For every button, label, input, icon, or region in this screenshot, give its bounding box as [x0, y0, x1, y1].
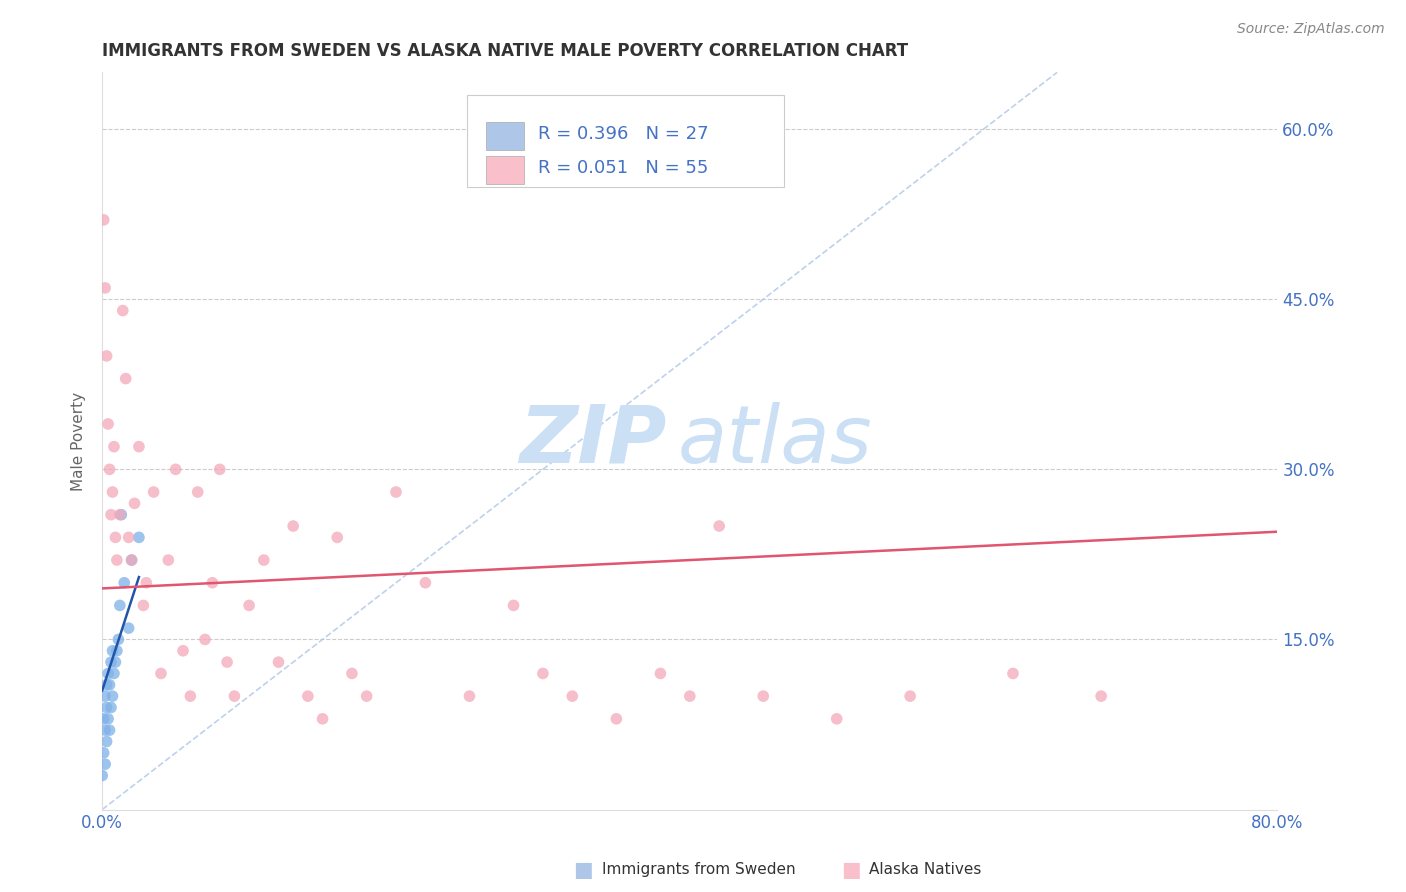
Text: R = 0.051   N = 55: R = 0.051 N = 55 — [538, 159, 709, 177]
Point — [93, 746, 115, 760]
Point — [297, 689, 319, 703]
Point — [97, 417, 120, 431]
Point — [752, 689, 775, 703]
Point — [97, 712, 120, 726]
Point — [224, 689, 246, 703]
Point — [201, 575, 224, 590]
Point — [267, 655, 290, 669]
Point — [253, 553, 276, 567]
Text: ■: ■ — [574, 860, 593, 880]
Point — [96, 700, 118, 714]
Point — [898, 689, 921, 703]
Point — [194, 632, 217, 647]
Point — [100, 700, 122, 714]
Point — [1090, 689, 1112, 703]
Point — [502, 599, 524, 613]
Point — [105, 553, 128, 567]
Text: atlas: atlas — [678, 402, 873, 480]
Text: Source: ZipAtlas.com: Source: ZipAtlas.com — [1237, 22, 1385, 37]
Point — [93, 712, 115, 726]
Point — [179, 689, 201, 703]
Point — [825, 712, 848, 726]
Point — [326, 530, 349, 544]
Point — [96, 349, 118, 363]
Point — [128, 440, 150, 454]
Point — [105, 644, 128, 658]
Point — [108, 508, 131, 522]
Text: Immigrants from Sweden: Immigrants from Sweden — [602, 863, 796, 877]
Point — [94, 757, 117, 772]
Point — [650, 666, 672, 681]
Point — [104, 530, 127, 544]
Point — [96, 734, 118, 748]
Point — [121, 553, 143, 567]
Point — [605, 712, 627, 726]
Point — [679, 689, 702, 703]
Point — [283, 519, 305, 533]
Point — [118, 621, 141, 635]
Point — [104, 655, 127, 669]
Point — [101, 644, 124, 658]
Point — [340, 666, 363, 681]
Point — [135, 575, 157, 590]
Point — [103, 666, 125, 681]
Point — [98, 462, 121, 476]
Text: R = 0.396   N = 27: R = 0.396 N = 27 — [538, 125, 709, 143]
Point — [132, 599, 155, 613]
Point — [128, 530, 150, 544]
Point — [124, 496, 146, 510]
Point — [208, 462, 231, 476]
Point — [112, 575, 135, 590]
Point — [94, 689, 117, 703]
Point — [157, 553, 180, 567]
Point — [121, 553, 143, 567]
Point — [94, 723, 117, 738]
Bar — [486, 122, 524, 151]
Point — [385, 485, 408, 500]
Point — [114, 371, 136, 385]
Text: IMMIGRANTS FROM SWEDEN VS ALASKA NATIVE MALE POVERTY CORRELATION CHART: IMMIGRANTS FROM SWEDEN VS ALASKA NATIVE … — [103, 42, 908, 60]
Point — [142, 485, 165, 500]
Point — [96, 678, 118, 692]
Point — [91, 768, 114, 782]
Point — [98, 723, 121, 738]
Point — [100, 655, 122, 669]
Point — [98, 678, 121, 692]
Point — [100, 508, 122, 522]
Text: ZIP: ZIP — [519, 402, 666, 480]
Point — [238, 599, 260, 613]
Bar — [486, 156, 524, 185]
Point — [415, 575, 437, 590]
Point — [172, 644, 194, 658]
Point — [103, 440, 125, 454]
Point — [101, 485, 124, 500]
Point — [101, 689, 124, 703]
Point — [107, 632, 129, 647]
Point — [108, 599, 131, 613]
Point — [1001, 666, 1024, 681]
Point — [97, 666, 120, 681]
Text: Alaska Natives: Alaska Natives — [869, 863, 981, 877]
FancyBboxPatch shape — [467, 95, 783, 186]
Point — [217, 655, 239, 669]
Point — [111, 303, 134, 318]
Point — [94, 281, 117, 295]
Point — [458, 689, 481, 703]
Point — [149, 666, 172, 681]
Point — [356, 689, 378, 703]
Point — [709, 519, 731, 533]
Point — [93, 212, 115, 227]
Point — [531, 666, 554, 681]
Point — [165, 462, 187, 476]
Text: ■: ■ — [841, 860, 860, 880]
Point — [561, 689, 583, 703]
Point — [110, 508, 132, 522]
Point — [118, 530, 141, 544]
Point — [187, 485, 209, 500]
Point — [311, 712, 333, 726]
Y-axis label: Male Poverty: Male Poverty — [72, 392, 86, 491]
